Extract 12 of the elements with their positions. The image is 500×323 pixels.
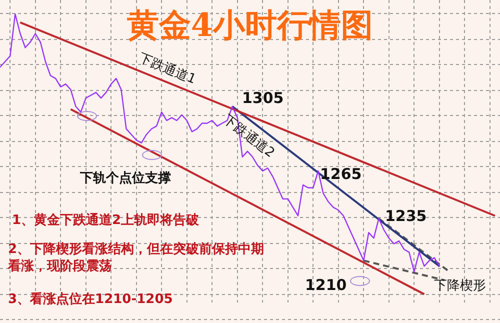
annotation: 1210 <box>305 276 348 294</box>
series-label: 下降楔形 <box>434 278 486 294</box>
annotation: 2、下降楔形看涨结构，但在突破前保持中期看涨，现阶段震荡 <box>8 241 266 275</box>
annotation: 下轨个点位支撑 <box>80 170 172 187</box>
text: 下跌通道2 <box>220 112 278 161</box>
annotation: 1235 <box>385 207 428 225</box>
annotation: 1305 <box>242 89 285 107</box>
annotation: 1、黄金下跌通道2上轨即将告破 <box>12 212 200 229</box>
text: 下跌通道1 <box>136 50 198 88</box>
chart-title: 黄金4小时行情图 <box>126 5 374 46</box>
annotation: 1265 <box>320 165 363 183</box>
annotation: 3、看涨点位在1210-1205 <box>8 292 173 307</box>
